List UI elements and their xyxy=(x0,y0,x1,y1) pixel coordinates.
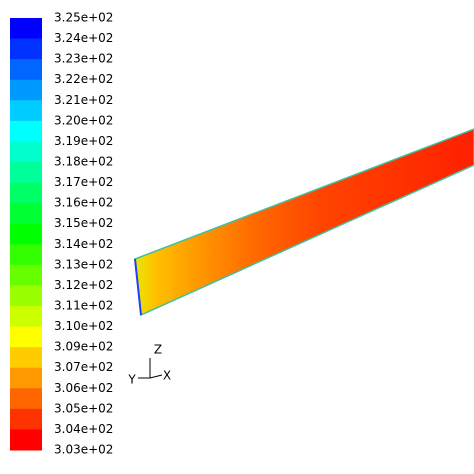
color-band xyxy=(10,285,42,307)
axis-triad: Z Y X xyxy=(127,343,171,387)
y-label: Y xyxy=(127,373,136,387)
colorbar-label: 3.18e+02 xyxy=(54,155,113,169)
color-band xyxy=(10,264,42,286)
color-band xyxy=(10,347,42,369)
color-band xyxy=(10,408,42,430)
color-band xyxy=(10,182,42,204)
color-band xyxy=(10,429,42,451)
x-axis xyxy=(149,374,163,379)
color-band xyxy=(10,326,42,348)
colorbar-label: 3.15e+02 xyxy=(54,216,113,230)
z-label: Z xyxy=(154,343,162,357)
color-band xyxy=(10,388,42,410)
colorbar-label: 3.17e+02 xyxy=(54,175,113,189)
color-band xyxy=(10,79,42,101)
color-band xyxy=(10,203,42,225)
colorbar-label: 3.12e+02 xyxy=(54,278,113,292)
color-band xyxy=(10,38,42,60)
color-band xyxy=(10,141,42,163)
colorbar-label: 3.22e+02 xyxy=(54,72,113,86)
color-band xyxy=(10,100,42,122)
colorbar-label: 3.19e+02 xyxy=(54,134,113,148)
color-band xyxy=(10,244,42,266)
colorbar-label: 3.23e+02 xyxy=(54,52,113,66)
colorbar-label: 3.04e+02 xyxy=(54,422,113,436)
color-band xyxy=(10,120,42,142)
colorbar-label: 3.21e+02 xyxy=(54,93,113,107)
duct-contour xyxy=(134,128,474,317)
colorbar-label: 3.06e+02 xyxy=(54,381,113,395)
color-band xyxy=(10,162,42,184)
colorbar-label: 3.25e+02 xyxy=(54,11,113,25)
color-band xyxy=(10,59,42,81)
color-band xyxy=(10,367,42,389)
color-band xyxy=(10,18,42,40)
colorbar-label: 3.16e+02 xyxy=(54,196,113,210)
colorbar-label: 3.24e+02 xyxy=(54,31,113,45)
colorbar-label: 3.10e+02 xyxy=(54,319,113,333)
colorbar-label: 3.13e+02 xyxy=(54,257,113,271)
color-band xyxy=(10,223,42,245)
duct-surface xyxy=(134,128,474,317)
inlet-edge xyxy=(134,258,142,316)
colorbar-label: 3.03e+02 xyxy=(54,443,113,457)
colorbar: 3.25e+02 3.24e+02 3.23e+02 3.22e+02 3.21e+02… xyxy=(10,11,113,457)
colorbar-label: 3.07e+02 xyxy=(54,360,113,374)
colorbar-label: 3.14e+02 xyxy=(54,237,113,251)
colorbar-label: 3.09e+02 xyxy=(54,340,113,354)
colorbar-label: 3.11e+02 xyxy=(54,299,113,313)
colorbar-label: 3.20e+02 xyxy=(54,113,113,127)
colorbar-label: 3.05e+02 xyxy=(54,401,113,415)
x-label: X xyxy=(163,369,171,383)
color-band xyxy=(10,306,42,328)
